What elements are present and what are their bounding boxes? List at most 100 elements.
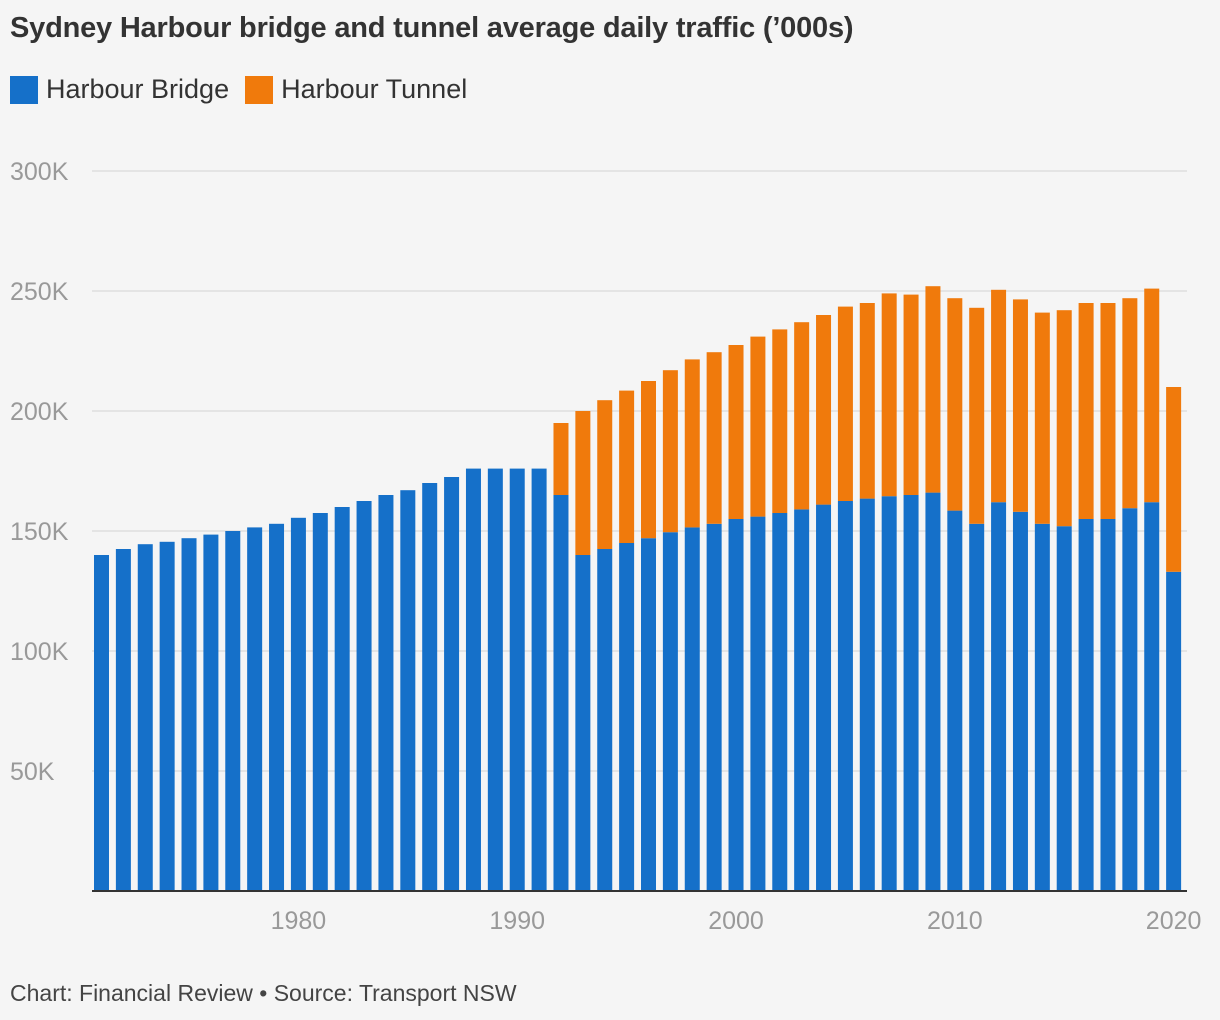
- bar-bridge: [247, 527, 263, 891]
- bar-bridge: [225, 531, 241, 891]
- bar-tunnel: [575, 411, 591, 555]
- bar-bridge: [1056, 526, 1072, 891]
- bar-tunnel: [1166, 387, 1182, 572]
- bar-bridge: [334, 507, 350, 891]
- bar-bridge: [1166, 571, 1182, 891]
- bar-tunnel: [1144, 288, 1160, 503]
- bar-bridge: [509, 468, 525, 891]
- x-tick-label: 2000: [708, 907, 764, 935]
- bar-bridge: [772, 513, 788, 891]
- bar-bridge: [269, 523, 285, 891]
- bar-bridge: [1122, 508, 1138, 891]
- x-axis-ticks: 1980 1990 2000 2010 2020: [271, 907, 1202, 935]
- chart-legend: Harbour Bridge Harbour Tunnel: [10, 74, 483, 105]
- bar-bridge: [203, 534, 219, 891]
- bar-bridge: [750, 516, 766, 891]
- bar-bridge: [487, 468, 503, 891]
- bar-tunnel: [1056, 310, 1072, 527]
- bar-tunnel: [597, 400, 613, 549]
- bar-bridge: [400, 490, 416, 891]
- x-tick-label: 2020: [1146, 907, 1202, 935]
- bar-tunnel: [750, 336, 766, 517]
- bar-bridge: [991, 502, 1007, 891]
- bar-tunnel: [706, 352, 722, 524]
- chart-title: Sydney Harbour bridge and tunnel average…: [10, 12, 854, 44]
- legend-label-tunnel: Harbour Tunnel: [281, 74, 468, 104]
- bar-bridge: [159, 541, 175, 891]
- x-tick-label: 1990: [489, 907, 545, 935]
- bar-bridge: [378, 495, 394, 891]
- bar-tunnel: [794, 322, 810, 510]
- legend-label-bridge: Harbour Bridge: [46, 74, 230, 104]
- bar-bridge: [925, 492, 941, 891]
- bar-tunnel: [1034, 312, 1050, 524]
- y-tick-label: 150K: [10, 518, 69, 546]
- bar-bridge: [356, 501, 372, 891]
- bar-tunnel: [925, 286, 941, 493]
- bar-tunnel: [1122, 298, 1138, 509]
- bar-bridge: [422, 483, 438, 891]
- y-tick-label: 50K: [10, 758, 55, 786]
- bar-tunnel: [881, 293, 897, 497]
- bar-tunnel: [1078, 303, 1094, 519]
- bar-bridge: [597, 549, 613, 891]
- bar-bridge: [94, 555, 109, 891]
- bar-tunnel: [837, 306, 853, 501]
- bar-tunnel: [903, 294, 919, 495]
- bar-bridge: [881, 496, 897, 891]
- bar-bridge: [115, 549, 131, 891]
- y-tick-label: 250K: [10, 278, 69, 306]
- bar-tunnel: [553, 423, 569, 495]
- bar-bridge: [903, 495, 919, 891]
- bar-bridge: [444, 477, 460, 891]
- bar-bridge: [662, 532, 678, 891]
- legend-item-tunnel: Harbour Tunnel: [245, 74, 467, 105]
- chart-footer: Chart: Financial Review • Source: Transp…: [10, 980, 517, 1006]
- bar-tunnel: [772, 329, 788, 513]
- bar-bridge: [794, 509, 810, 891]
- bar-bridge: [137, 544, 153, 891]
- y-tick-label: 100K: [10, 638, 69, 666]
- legend-swatch-bridge: [10, 75, 38, 104]
- bar-tunnel: [969, 307, 985, 524]
- bar-tunnel: [991, 289, 1007, 503]
- bar-bridge: [947, 510, 963, 891]
- bar-bridge: [837, 501, 853, 891]
- bar-tunnel: [816, 315, 832, 505]
- bar-bridge: [859, 498, 875, 891]
- bar-bridge: [465, 468, 481, 891]
- legend-swatch-tunnel: [245, 75, 274, 104]
- bar-bridge: [1100, 519, 1116, 891]
- bar-bridge: [816, 504, 832, 891]
- bar-tunnel: [684, 359, 700, 528]
- bar-tunnel: [662, 370, 678, 533]
- bar-bridge: [1078, 519, 1094, 891]
- bar-tunnel: [1012, 299, 1028, 512]
- bar-bridge: [531, 468, 547, 891]
- bar-bridge: [728, 519, 744, 891]
- bar-tunnel: [1100, 303, 1116, 519]
- y-tick-label: 200K: [10, 398, 69, 426]
- bar-tunnel: [619, 390, 635, 543]
- bar-bridge: [619, 543, 635, 891]
- bar-bridge: [969, 523, 985, 891]
- bar-bridge: [181, 538, 197, 891]
- legend-item-bridge: Harbour Bridge: [10, 74, 229, 105]
- bar-tunnel: [947, 298, 963, 511]
- bar-bridge: [290, 517, 306, 891]
- bar-bridge: [641, 538, 656, 891]
- bar-bridge: [1144, 502, 1160, 891]
- bar-bridge: [684, 527, 700, 891]
- bar-tunnel: [859, 303, 875, 499]
- bars: [94, 286, 1182, 891]
- x-tick-label: 2010: [927, 907, 983, 935]
- bar-bridge: [1012, 511, 1028, 891]
- bar-bridge: [1034, 523, 1050, 891]
- x-tick-label: 1980: [271, 907, 327, 935]
- bar-tunnel: [728, 345, 744, 519]
- bar-bridge: [553, 495, 569, 891]
- y-tick-label: 300K: [10, 158, 69, 186]
- bar-tunnel: [641, 381, 656, 539]
- bar-bridge: [575, 555, 591, 891]
